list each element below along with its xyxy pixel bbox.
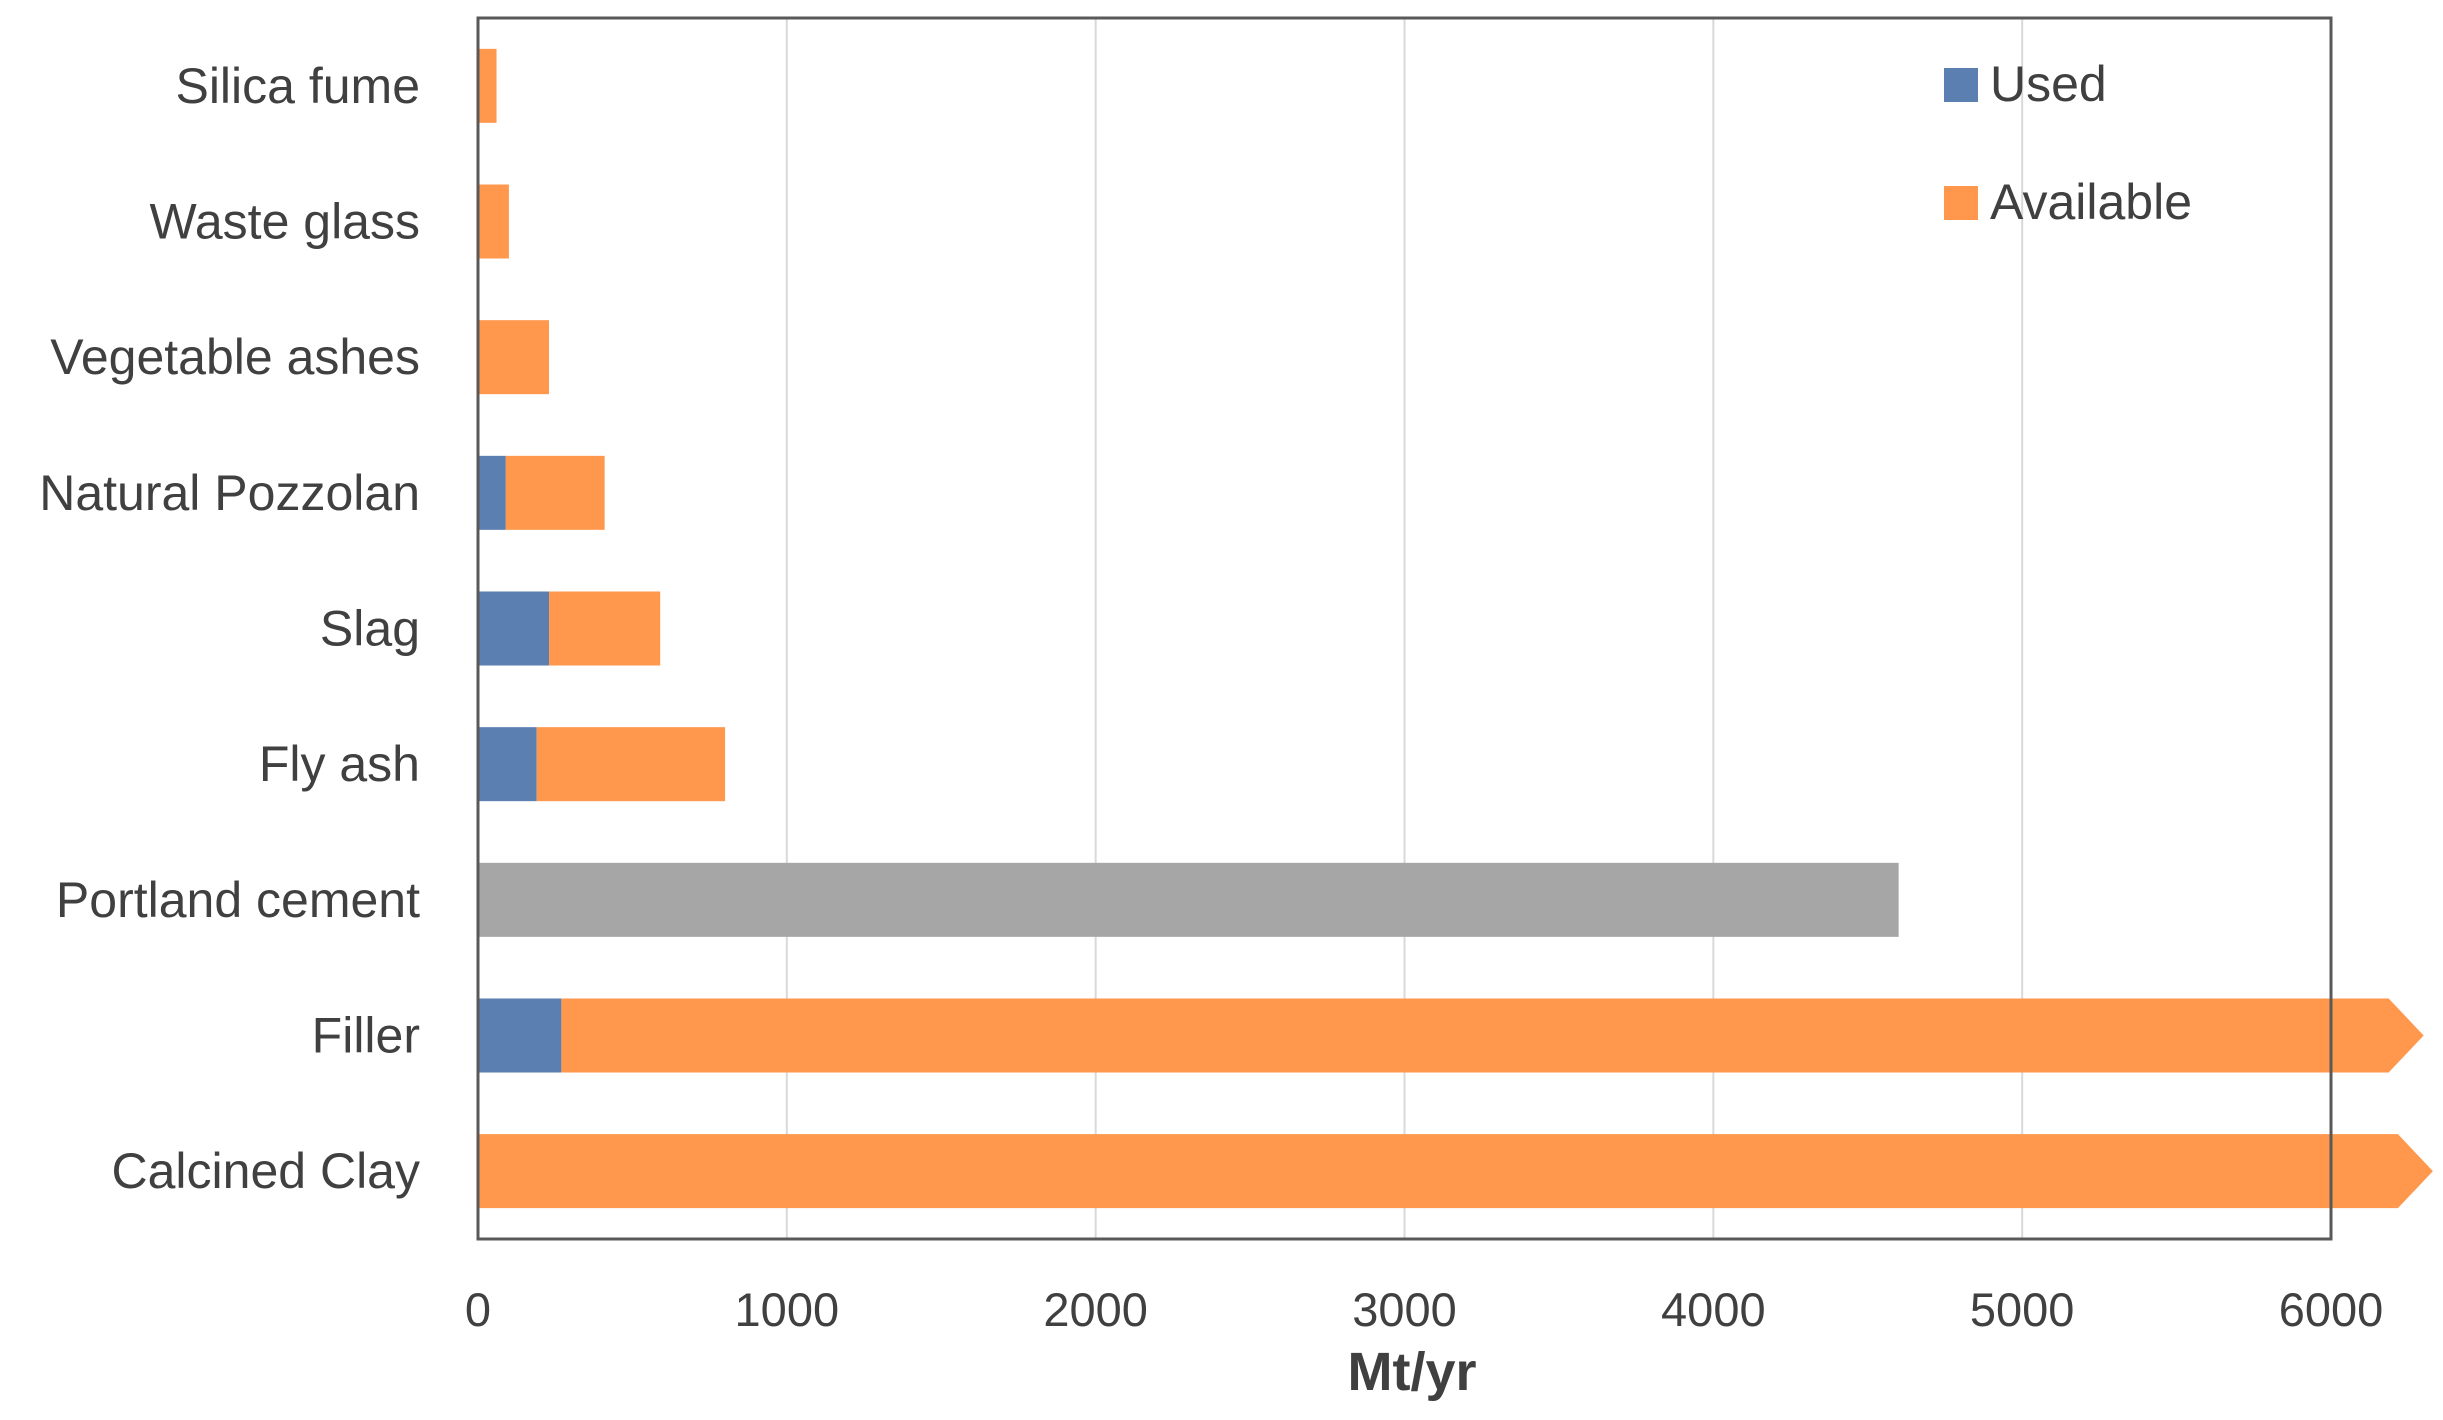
legend-swatch-available <box>1944 186 1978 220</box>
bar-slag-available <box>549 591 661 666</box>
x-tick-label: 0 <box>465 1283 491 1336</box>
x-tick-label: 1000 <box>735 1283 840 1336</box>
bar-calcined-clay-available <box>478 1134 2433 1209</box>
category-label: Calcined Clay <box>112 1143 420 1199</box>
category-label: Slag <box>320 601 420 657</box>
x-tick-label: 3000 <box>1352 1283 1457 1336</box>
legend-label: Used <box>1990 56 2107 112</box>
bar-natural-pozzolan-used <box>478 455 506 530</box>
category-label: Natural Pozzolan <box>39 465 420 521</box>
x-tick-labels: 0 1000 2000 3000 4000 5000 6000 <box>465 1283 2383 1336</box>
x-tick-label: 5000 <box>1970 1283 2075 1336</box>
category-label: Waste glass <box>150 194 420 250</box>
bar-filler-available <box>561 998 2424 1073</box>
bar-fly-ash-used <box>478 727 537 802</box>
bar-waste-glass-available <box>478 184 509 259</box>
category-label: Filler <box>312 1008 420 1064</box>
legend-label: Available <box>1990 174 2192 230</box>
bar-filler-used <box>478 998 562 1073</box>
plot-frame <box>476 16 2333 1241</box>
bar-silica-fume-available <box>478 48 497 123</box>
legend-swatch-used <box>1944 68 1978 102</box>
bar-natural-pozzolan-available <box>505 455 605 530</box>
bar-vegetable-ashes-available <box>478 320 550 395</box>
category-labels: Silica fume Waste glass Vegetable ashes Nat… <box>39 58 420 1199</box>
category-label: Vegetable ashes <box>50 329 420 385</box>
x-axis-title: Mt/yr <box>1347 1342 1476 1402</box>
x-tick-label: 2000 <box>1043 1283 1148 1336</box>
bar-fly-ash-available <box>536 727 726 802</box>
category-label: Portland cement <box>56 872 420 928</box>
x-tick-label: 4000 <box>1661 1283 1766 1336</box>
bar-portland-cement <box>478 862 1899 937</box>
x-tick-label: 6000 <box>2279 1283 2384 1336</box>
bar-slag-used <box>478 591 550 666</box>
category-label: Silica fume <box>175 58 420 114</box>
bars <box>478 48 2433 1209</box>
legend: Used Available <box>1944 56 2192 230</box>
category-label: Fly ash <box>259 736 420 792</box>
